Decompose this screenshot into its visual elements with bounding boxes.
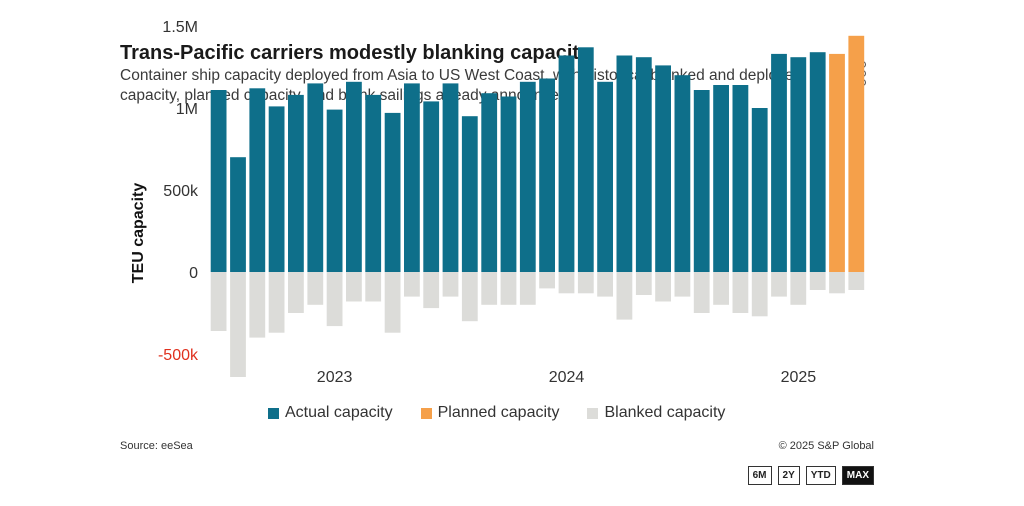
bar-blanked-5[interactable] (307, 272, 324, 305)
legend-swatch-planned (420, 407, 432, 419)
bar-blanked-0[interactable] (210, 272, 227, 331)
bars-group (210, 35, 865, 377)
legend-label-blanked: Blanked capacity (604, 404, 726, 421)
bar-blanked-1[interactable] (230, 272, 246, 377)
range-button-2y[interactable]: 2Y (777, 466, 800, 485)
bar-blanked-24[interactable] (674, 272, 691, 297)
bar-blanked-22[interactable] (635, 272, 652, 295)
bar-blanked-21[interactable] (616, 272, 633, 320)
legend-swatch-actual (268, 407, 279, 419)
bar-actual-18[interactable] (558, 55, 575, 273)
bar-actual-7[interactable] (346, 81, 362, 272)
x-axis-labels: 2023 2024 2025 (317, 369, 816, 386)
bar-actual-19[interactable] (577, 47, 594, 272)
bar-blanked-32[interactable] (829, 272, 845, 294)
bar-blanked-10[interactable] (404, 272, 420, 297)
y-axis-label: TEU capacity (130, 183, 147, 284)
bar-actual-12[interactable] (442, 83, 459, 273)
range-selector: 6M 2Y YTD MAX (747, 466, 874, 485)
bar-actual-23[interactable] (655, 65, 671, 273)
source-note: Source: eeSea (120, 440, 193, 452)
x-year-label-1: 2024 (549, 369, 585, 386)
legend-item-planned[interactable]: Planned capacity (420, 404, 560, 422)
range-button-max[interactable]: MAX (841, 466, 874, 485)
bar-actual-2[interactable] (249, 88, 266, 272)
bar-actual-6[interactable] (326, 109, 343, 272)
bar-actual-27[interactable] (732, 85, 749, 272)
bar-blanked-29[interactable] (771, 272, 787, 297)
bar-blanked-11[interactable] (423, 272, 440, 309)
bar-blanked-15[interactable] (500, 272, 517, 305)
bar-actual-16[interactable] (519, 81, 536, 272)
bar-blanked-16[interactable] (519, 272, 536, 305)
bar-blanked-20[interactable] (597, 272, 613, 297)
bar-actual-24[interactable] (674, 75, 691, 272)
bar-blanked-2[interactable] (249, 272, 266, 338)
bar-actual-4[interactable] (288, 94, 304, 273)
bar-actual-29[interactable] (771, 53, 787, 273)
bar-blanked-30[interactable] (790, 272, 807, 305)
bar-planned-32[interactable] (829, 53, 845, 273)
range-button-6m[interactable]: 6M (747, 466, 772, 485)
bar-actual-26[interactable] (713, 85, 729, 272)
range-button-ytd[interactable]: YTD (805, 466, 836, 485)
y-tick-label-2: 500k (163, 183, 199, 200)
bar-blanked-9[interactable] (384, 272, 401, 333)
y-tick-label-0: 1.5M (162, 19, 198, 36)
bar-blanked-25[interactable] (693, 272, 710, 313)
bar-blanked-26[interactable] (713, 272, 729, 305)
y-tick-label-4: -500k (158, 347, 199, 364)
y-tick-label-3: 0 (189, 265, 198, 282)
bar-blanked-17[interactable] (539, 272, 555, 289)
chart-title: Trans-Pacific carriers modestly blanking… (120, 42, 591, 64)
bar-blanked-18[interactable] (558, 272, 575, 294)
legend-label-actual: Actual capacity (285, 404, 393, 421)
bar-actual-31[interactable] (809, 52, 826, 273)
bar-blanked-27[interactable] (732, 272, 749, 313)
legend-label-planned: Planned capacity (437, 404, 560, 421)
bar-actual-30[interactable] (790, 57, 807, 273)
bar-actual-17[interactable] (539, 78, 555, 273)
bar-blanked-13[interactable] (461, 272, 478, 322)
bar-planned-33[interactable] (848, 35, 865, 272)
legend-swatch-blanked (587, 407, 599, 419)
bar-blanked-14[interactable] (481, 272, 498, 305)
bar-blanked-23[interactable] (655, 272, 671, 302)
bar-blanked-28[interactable] (751, 272, 768, 317)
bar-actual-1[interactable] (230, 157, 246, 272)
bar-blanked-7[interactable] (346, 272, 362, 302)
bar-blanked-19[interactable] (577, 272, 594, 294)
bar-blanked-33[interactable] (848, 272, 865, 290)
y-tick-label-1: 1M (176, 101, 198, 118)
bar-actual-3[interactable] (268, 106, 285, 273)
bar-actual-10[interactable] (404, 83, 420, 273)
bar-actual-9[interactable] (384, 112, 401, 273)
legend-item-blanked[interactable]: Blanked capacity (587, 404, 725, 422)
bar-actual-5[interactable] (307, 83, 324, 273)
bar-actual-28[interactable] (751, 108, 768, 272)
bar-actual-14[interactable] (481, 93, 498, 272)
bar-blanked-3[interactable] (268, 272, 285, 333)
bar-actual-15[interactable] (500, 96, 517, 273)
bar-actual-8[interactable] (365, 94, 382, 273)
legend: Actual capacity Planned capacity Blanked… (268, 404, 725, 422)
bar-blanked-12[interactable] (442, 272, 459, 297)
bar-blanked-31[interactable] (809, 272, 826, 290)
copyright-note: © 2025 S&P Global (778, 440, 874, 452)
bar-actual-11[interactable] (423, 101, 440, 273)
bar-blanked-8[interactable] (365, 272, 382, 302)
bar-blanked-4[interactable] (288, 272, 304, 313)
x-year-label-2: 2025 (781, 369, 817, 386)
bar-actual-22[interactable] (635, 57, 652, 273)
x-year-label-0: 2023 (317, 369, 353, 386)
bar-actual-25[interactable] (693, 90, 710, 272)
bar-blanked-6[interactable] (326, 272, 343, 327)
bar-actual-0[interactable] (210, 90, 227, 272)
bar-actual-21[interactable] (616, 55, 633, 273)
bar-actual-13[interactable] (461, 116, 478, 272)
legend-item-actual[interactable]: Actual capacity (268, 404, 393, 422)
bar-actual-20[interactable] (597, 81, 613, 272)
